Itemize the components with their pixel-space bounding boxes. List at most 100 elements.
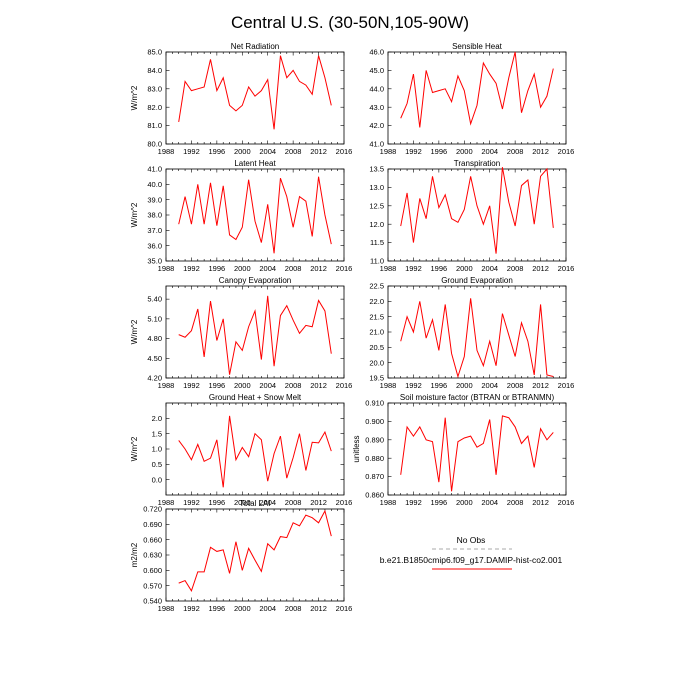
- x-tick-label: 1996: [209, 147, 226, 156]
- panel-total-lai: Total LAI 1988 1992 1996 2000 2004 2008 2012 201…: [130, 499, 352, 613]
- x-tick-label: 1992: [183, 381, 200, 390]
- y-axis-label: m2/m2: [130, 542, 139, 567]
- x-tick-label: 2016: [558, 147, 575, 156]
- series-line-net-radiation: [178, 55, 332, 130]
- x-tick-label: 2012: [310, 381, 327, 390]
- x-tick-label: 2008: [285, 381, 302, 390]
- plot-frame: [165, 402, 345, 496]
- plot-frame: [387, 285, 567, 379]
- y-tick-label: 12.0: [369, 220, 384, 229]
- x-tick-label: 2016: [336, 498, 353, 507]
- x-tick-label: 1996: [431, 381, 448, 390]
- x-tick-label: 2004: [481, 264, 498, 273]
- x-tick-label: 2016: [336, 147, 353, 156]
- y-tick-label: 0.600: [143, 566, 162, 575]
- x-tick-label: 1996: [431, 147, 448, 156]
- x-tick-label: 1988: [380, 264, 397, 273]
- x-tick-label: 2004: [259, 498, 276, 507]
- x-tick-label: 2004: [481, 147, 498, 156]
- x-tick-label: 2000: [234, 381, 251, 390]
- y-tick-label: 1.5: [152, 429, 162, 438]
- y-tick-label: 0.540: [143, 597, 162, 606]
- x-tick-label: 2016: [558, 264, 575, 273]
- y-tick-label: 35.0: [147, 257, 162, 266]
- y-tick-label: 13.0: [369, 183, 384, 192]
- y-tick-label: 0.900: [365, 417, 384, 426]
- panel-title: Transpiration: [454, 159, 500, 168]
- y-tick-label: 4.20: [147, 374, 162, 383]
- x-tick-label: 2012: [532, 381, 549, 390]
- x-tick-label: 2004: [259, 147, 276, 156]
- panel-title: Latent Heat: [234, 159, 276, 168]
- x-tick-label: 2004: [259, 604, 276, 613]
- y-tick-label: 46.0: [369, 48, 384, 57]
- x-tick-label: 2008: [507, 498, 524, 507]
- x-tick-label: 2008: [507, 264, 524, 273]
- y-tick-label: 0.0: [152, 475, 162, 484]
- x-tick-label: 1996: [431, 264, 448, 273]
- x-tick-label: 2008: [285, 264, 302, 273]
- y-tick-label: 82.0: [147, 103, 162, 112]
- y-tick-label: 84.0: [147, 66, 162, 75]
- y-tick-label: 36.0: [147, 241, 162, 250]
- y-tick-label: 43.0: [369, 103, 384, 112]
- series-line-soil-moisture-factor-btran-or-btranmn: [400, 415, 554, 492]
- y-tick-label: 4.80: [147, 334, 162, 343]
- y-axis-label: W/m^2: [130, 436, 139, 461]
- panels: Net Radiation 1988 1992 1996 2000 2004 2008 201…: [130, 42, 574, 613]
- y-tick-label: 11.5: [370, 238, 384, 247]
- x-tick-label: 1988: [158, 381, 175, 390]
- y-tick-label: 5.40: [147, 295, 162, 304]
- x-tick-label: 1992: [183, 498, 200, 507]
- y-tick-label: 4.50: [147, 354, 162, 363]
- series-line-sensible-heat: [400, 51, 554, 128]
- x-tick-label: 2012: [310, 604, 327, 613]
- x-tick-label: 1992: [183, 264, 200, 273]
- y-tick-label: 19.5: [369, 374, 384, 383]
- y-tick-label: 41.0: [369, 140, 384, 149]
- y-axis-label: unitless: [352, 435, 361, 462]
- x-tick-label: 2000: [456, 147, 473, 156]
- x-tick-label: 2000: [456, 381, 473, 390]
- x-tick-label: 1992: [405, 381, 422, 390]
- x-tick-label: 2016: [336, 604, 353, 613]
- y-tick-label: 42.0: [369, 121, 384, 130]
- series-line-ground-heat-snow-melt: [178, 415, 332, 488]
- x-tick-label: 1992: [405, 498, 422, 507]
- series-line-latent-heat: [178, 176, 332, 254]
- x-tick-label: 2000: [456, 264, 473, 273]
- panel-title: Ground Evaporation: [441, 276, 513, 285]
- y-tick-label: 38.0: [147, 211, 162, 220]
- x-tick-label: 1988: [380, 381, 397, 390]
- x-tick-label: 1992: [183, 604, 200, 613]
- y-tick-label: 37.0: [147, 226, 162, 235]
- y-tick-label: 2.0: [152, 414, 162, 423]
- y-tick-label: 20.0: [369, 358, 384, 367]
- x-tick-label: 1988: [158, 498, 175, 507]
- y-axis-label: W/m^2: [130, 319, 139, 344]
- y-tick-label: 0.660: [143, 535, 162, 544]
- x-tick-label: 2000: [456, 498, 473, 507]
- plot-frame: [165, 285, 345, 379]
- y-tick-label: 21.5: [369, 312, 384, 321]
- x-tick-label: 2004: [481, 498, 498, 507]
- x-tick-label: 1988: [158, 264, 175, 273]
- plot-frame: [387, 402, 567, 496]
- series-line-total-lai: [178, 509, 332, 592]
- panel-latent-heat: Latent Heat 1988 1992 1996 2000 2004 2008 2012 2…: [130, 159, 352, 273]
- x-tick-label: 2004: [481, 381, 498, 390]
- x-tick-label: 2016: [558, 381, 575, 390]
- panel-net-radiation: Net Radiation 1988 1992 1996 2000 2004 2008 201…: [130, 42, 352, 156]
- x-tick-label: 2012: [310, 147, 327, 156]
- legend: No Obs b.e21.B1850cmip6.f09_g17.DAMIP-hi…: [380, 535, 562, 570]
- y-tick-label: 81.0: [147, 121, 162, 130]
- x-tick-label: 2004: [259, 264, 276, 273]
- panel-soil-moisture-factor-btran-or-btranmn: Soil moisture factor (BTRAN or BTRANMN) 1…: [352, 393, 574, 507]
- y-tick-label: 0.720: [143, 505, 162, 514]
- y-tick-label: 0.880: [365, 454, 384, 463]
- panel-title: Canopy Evaporation: [219, 276, 292, 285]
- y-tick-label: 0.870: [365, 472, 384, 481]
- x-tick-label: 1992: [405, 264, 422, 273]
- y-tick-label: 0.5: [152, 460, 162, 469]
- y-tick-label: 0.690: [143, 520, 162, 529]
